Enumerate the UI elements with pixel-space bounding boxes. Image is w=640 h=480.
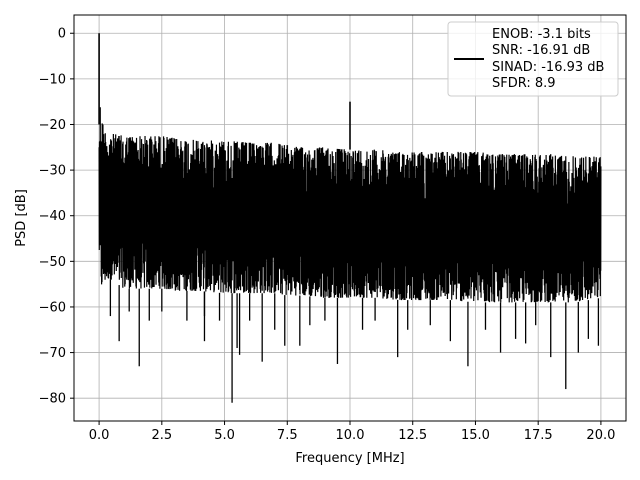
ticks: 0.0 2.5 5.0 7.5 10.0 12.5 15.0 17.5 20.0 0 −10 −20 −… xyxy=(39,27,616,443)
y-tick-label: −50 xyxy=(39,255,66,270)
x-tick-label: 15.0 xyxy=(461,428,490,443)
y-tick-label: −60 xyxy=(39,300,66,315)
y-tick-label: −80 xyxy=(39,392,66,407)
x-axis-label: Frequency [MHz] xyxy=(295,451,404,466)
x-tick-label: 5.0 xyxy=(214,428,235,443)
psd-series xyxy=(98,33,602,403)
x-tick-label: 0.0 xyxy=(89,428,110,443)
y-tick-label: −30 xyxy=(39,164,66,179)
legend: ENOB: -3.1 bits SNR: -16.91 dB SINAD: -1… xyxy=(447,21,619,97)
y-tick-label: 0 xyxy=(58,27,66,42)
y-tick-label: −40 xyxy=(39,209,66,224)
legend-line-sinad: SINAD: -16.93 dB xyxy=(492,60,604,75)
legend-line-snr: SNR: -16.91 dB xyxy=(492,43,590,58)
legend-box xyxy=(447,21,619,97)
x-tick-label: 7.5 xyxy=(277,428,298,443)
psd-trace xyxy=(98,107,602,303)
legend-line-enob: ENOB: -3.1 bits xyxy=(492,27,591,42)
y-tick-label: −70 xyxy=(39,346,66,361)
legend-line-sfdr: SFDR: 8.9 xyxy=(492,76,556,91)
y-tick-label: −10 xyxy=(39,72,66,87)
x-tick-label: 2.5 xyxy=(151,428,172,443)
x-tick-label: 10.0 xyxy=(336,428,365,443)
x-tick-label: 17.5 xyxy=(524,428,553,443)
x-tick-label: 12.5 xyxy=(398,428,427,443)
y-axis-label: PSD [dB] xyxy=(14,189,29,247)
y-tick-label: −20 xyxy=(39,118,66,133)
x-tick-label: 20.0 xyxy=(586,428,615,443)
